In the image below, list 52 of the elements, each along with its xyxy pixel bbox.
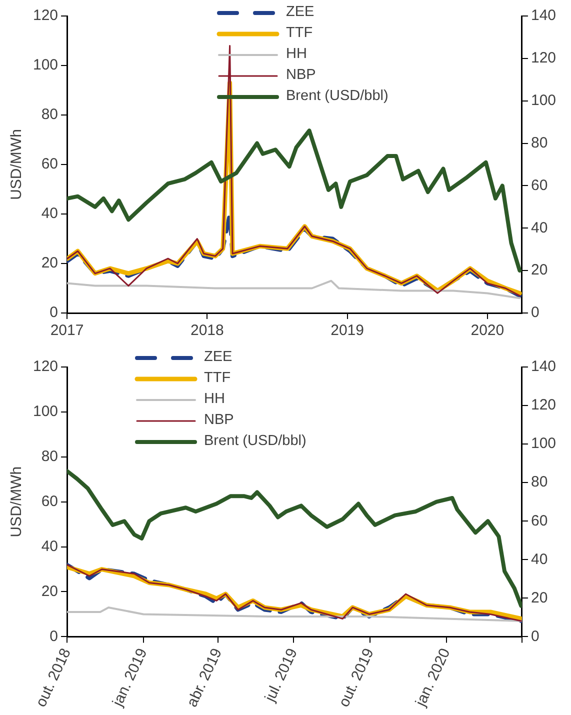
- legend-label: HH: [204, 390, 225, 409]
- y-tick-label: 80: [41, 106, 58, 124]
- y2-tick-label: 20: [530, 589, 548, 606]
- y-tick-label: 120: [32, 358, 58, 376]
- legend-label: TTF: [204, 369, 231, 388]
- legend-label: ZEE: [286, 3, 314, 22]
- x-tick-label: 2019: [330, 322, 364, 340]
- y2-tick-label: 40: [530, 219, 548, 236]
- y2-tick-label: 60: [530, 512, 548, 530]
- x-tick-label: 2017: [50, 322, 84, 340]
- legend-label: ZEE: [204, 348, 232, 367]
- y2-tick-label: 80: [530, 134, 548, 152]
- y2-tick-label: 140: [530, 7, 556, 24]
- y2-tick-label: 60: [530, 176, 548, 194]
- y-tick-label: 80: [41, 448, 58, 466]
- y2-tick-label: 140: [530, 358, 556, 376]
- legend-label: Brent (USD/bbl): [204, 432, 306, 451]
- y-tick-label: 120: [32, 7, 58, 24]
- x-tick-label: out. 2019: [336, 646, 378, 710]
- y2-tick-label: 100: [530, 92, 556, 109]
- y-tick-label: 40: [41, 538, 58, 555]
- y2-tick-label: 0: [530, 628, 540, 645]
- x-tick-label: jul. 2019: [261, 646, 302, 706]
- y2-tick-label: 120: [530, 50, 556, 67]
- y-tick-label: 40: [41, 205, 58, 222]
- y-tick-label: 60: [41, 156, 58, 173]
- y-tick-label: 60: [41, 492, 58, 510]
- x-tick-label: 2020: [470, 322, 504, 340]
- y-tick-label: 0: [50, 304, 58, 322]
- legend-label: Brent (USD/bbl): [286, 87, 388, 106]
- y2-tick-label: 0: [530, 304, 540, 322]
- y-tick-label: 20: [41, 254, 58, 272]
- legend-label: HH: [286, 45, 307, 64]
- legend-label: NBP: [286, 66, 316, 85]
- y-tick-label: 100: [32, 403, 58, 420]
- y2-tick-label: 20: [530, 262, 548, 279]
- legend-label: NBP: [204, 411, 234, 430]
- y-tick-label: 20: [41, 582, 58, 600]
- y2-tick-label: 120: [530, 396, 556, 414]
- legend-label: TTF: [286, 24, 313, 43]
- y2-tick-label: 100: [530, 435, 556, 452]
- y-axis-title: USD/MWh: [8, 129, 26, 200]
- x-tick-label: abr. 2019: [184, 646, 226, 710]
- y-tick-label: 100: [32, 56, 58, 74]
- y-axis-title: USD/MWh: [8, 466, 26, 538]
- x-tick-label: jan. 2020: [412, 646, 454, 710]
- y2-tick-label: 40: [530, 550, 548, 568]
- y-tick-label: 0: [50, 628, 58, 645]
- x-tick-label: 2018: [190, 322, 224, 340]
- y2-tick-label: 80: [530, 474, 548, 491]
- x-tick-label: jan. 2019: [108, 646, 151, 710]
- x-tick-label: out. 2018: [32, 646, 74, 710]
